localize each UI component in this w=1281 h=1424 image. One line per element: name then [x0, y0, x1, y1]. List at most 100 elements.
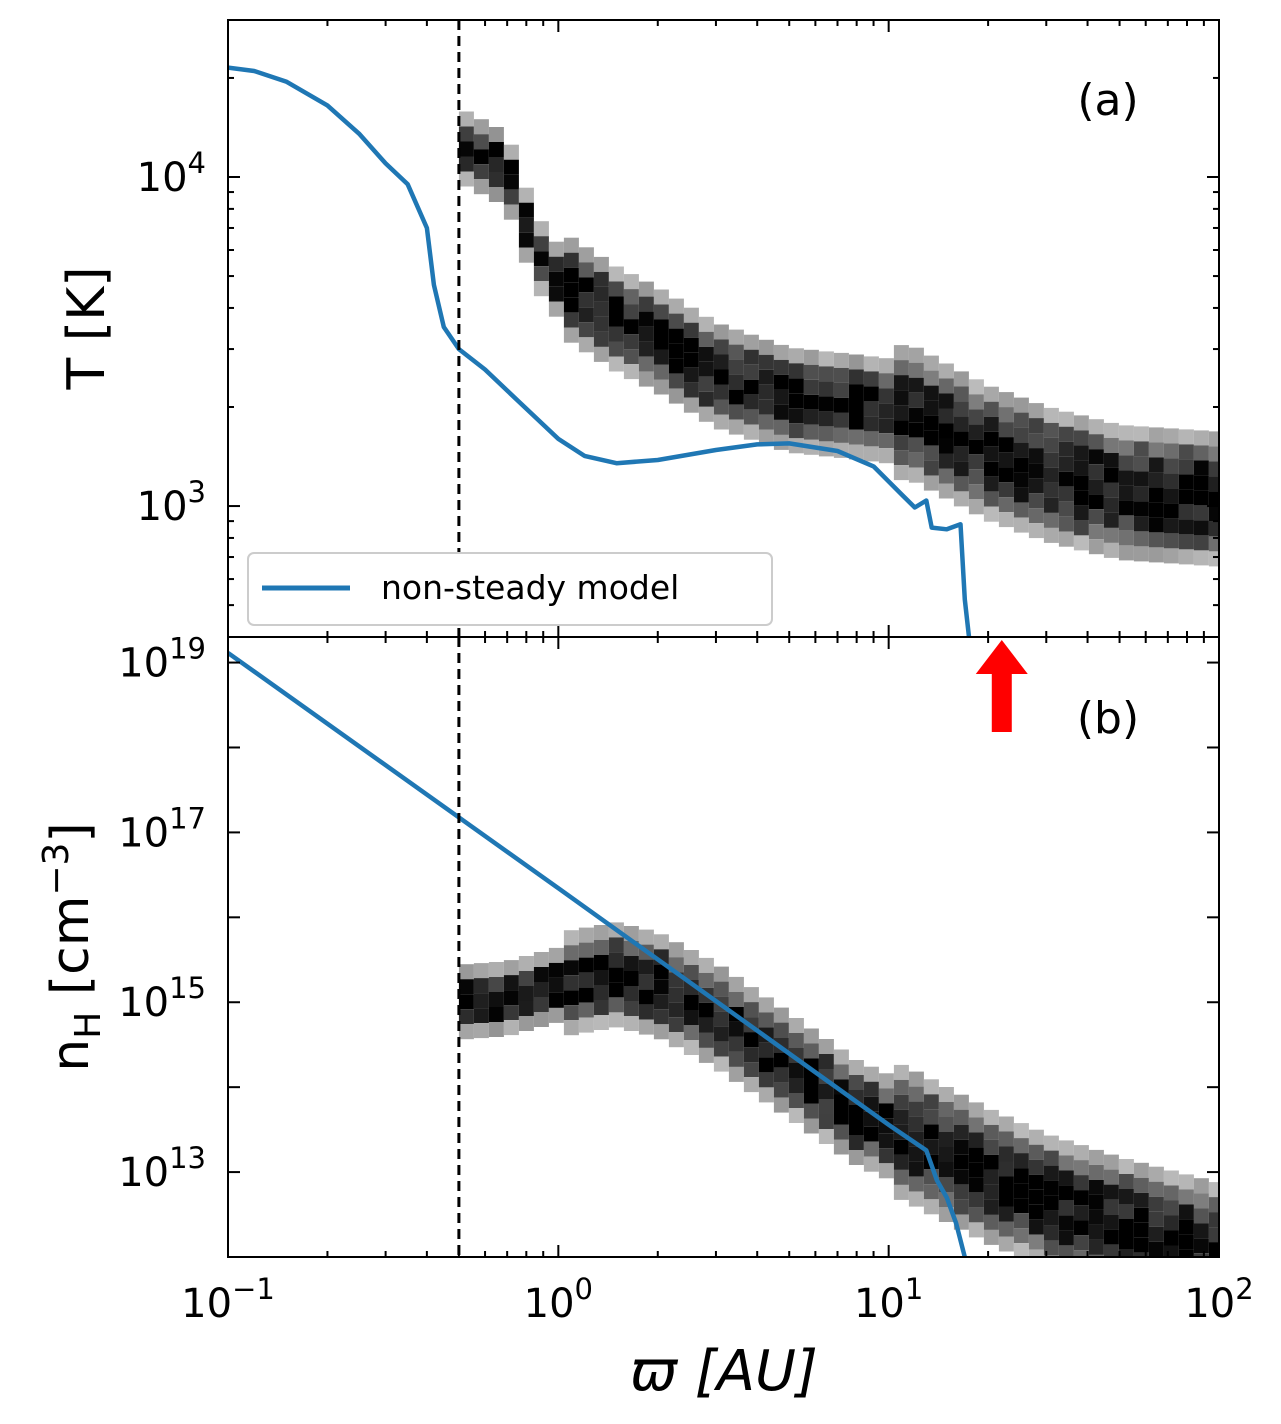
heatmap-cell: [1133, 456, 1149, 472]
heatmap-cell: [1163, 518, 1179, 534]
heatmap-cell: [1148, 1256, 1164, 1257]
heatmap-cell: [998, 467, 1014, 483]
heatmap-cell: [548, 992, 564, 1008]
panel-a-label: (a): [1077, 75, 1138, 126]
heatmap-cell: [1013, 1123, 1029, 1139]
heatmap-cell: [818, 1129, 834, 1144]
x-tick-base: 10: [181, 1281, 232, 1327]
heatmap-cell: [908, 1101, 924, 1117]
heatmap-cell: [1028, 1129, 1044, 1145]
heatmap-cell: [818, 411, 834, 427]
heatmap-cell: [1058, 516, 1074, 532]
heatmap-cell: [758, 1087, 774, 1103]
heatmap-cell: [1193, 1193, 1209, 1209]
heatmap-cell: [623, 986, 639, 1001]
heatmap-cell: [593, 301, 609, 317]
heatmap-cell: [1088, 434, 1104, 450]
heatmap-cell: [953, 431, 969, 447]
heatmap-cell: [668, 358, 684, 374]
heatmap-cell: [1088, 1239, 1104, 1255]
heatmap-cell: [788, 1108, 804, 1123]
heatmap-cell: [653, 364, 669, 380]
heatmap-cell: [608, 937, 624, 953]
heatmap-cell: [1104, 1260, 1119, 1275]
heatmap-cell: [923, 445, 939, 461]
heatmap-cell: [1088, 1224, 1104, 1240]
heatmap-cell: [1164, 1291, 1179, 1306]
heatmap-cell: [893, 1184, 909, 1200]
heatmap-cell: [998, 497, 1014, 513]
heatmap-cell: [1028, 1189, 1044, 1205]
heatmap-cell: [878, 358, 894, 374]
heatmap-cell: [698, 957, 714, 973]
heatmap-cell: [458, 979, 474, 995]
heatmap-cell: [1013, 1198, 1029, 1214]
heatmap-cell: [548, 962, 564, 978]
heatmap-cell: [998, 1161, 1014, 1177]
heatmap-cell: [938, 1132, 954, 1147]
heatmap-cell: [1208, 431, 1219, 447]
heatmap-cell: [1043, 452, 1059, 468]
heatmap-cell: [1104, 1275, 1119, 1290]
heatmap-cell: [1193, 505, 1209, 521]
heatmap-cell: [1059, 1260, 1074, 1275]
heatmap-cell: [848, 1135, 864, 1150]
heatmap-cell: [1073, 460, 1089, 476]
heatmap-cell: [1013, 517, 1029, 533]
heatmap-cell: [938, 1117, 954, 1132]
heatmap-cell: [818, 381, 834, 397]
heatmap-cell: [518, 1001, 534, 1016]
heatmap-cell: [1133, 501, 1149, 517]
heatmap-cell: [1148, 532, 1164, 548]
heatmap-cell: [1208, 506, 1219, 522]
heatmap-cell: [953, 476, 969, 492]
heatmap-cell: [698, 316, 714, 332]
heatmap-cell: [1208, 461, 1219, 477]
heatmap-cell: [1028, 1204, 1044, 1220]
heatmap-cell: [563, 237, 579, 253]
heatmap-cell: [1074, 1265, 1089, 1280]
heatmap-cell: [1103, 1199, 1119, 1215]
heatmap-cell: [488, 977, 504, 992]
heatmap-cell: [593, 940, 609, 955]
heatmap-cell: [653, 349, 669, 365]
heatmap-cell: [1058, 471, 1074, 487]
heatmap-cell: [1148, 1241, 1164, 1257]
heatmap-cell: [848, 354, 864, 370]
heatmap-cell: [893, 1154, 909, 1170]
heatmap-cell: [983, 386, 999, 402]
heatmap-cell: [1028, 1234, 1044, 1250]
heatmap-cell: [983, 1154, 999, 1170]
heatmap-cell: [803, 1103, 819, 1119]
heatmap-cell: [1133, 486, 1149, 502]
heatmap-cell: [578, 322, 594, 338]
heatmap-cell: [668, 987, 684, 1003]
heatmap-cell: [863, 1081, 879, 1097]
heatmap-cell: [653, 289, 669, 305]
heatmap-cell: [518, 971, 534, 986]
heatmap-cell: [1058, 1140, 1074, 1156]
heatmap-cell: [1163, 443, 1179, 459]
heatmap-cell: [1118, 1204, 1134, 1219]
heatmap-cell: [1073, 1190, 1089, 1206]
panel-b-frame: [227, 636, 1220, 1258]
heatmap-cell: [1043, 1150, 1059, 1166]
heatmap-cell: [458, 1009, 474, 1025]
heatmap-cell: [503, 204, 519, 220]
x-tick-exponent: 2: [1235, 1272, 1253, 1306]
heatmap-cell: [563, 945, 579, 961]
heatmap-cell: [968, 1102, 984, 1118]
heatmap-cell: [1179, 1264, 1194, 1279]
heatmap-cell: [1028, 1249, 1044, 1257]
heatmap-cell: [788, 378, 804, 394]
y-tick-exponent: 17: [169, 801, 206, 835]
heatmap-cell: [668, 328, 684, 344]
heatmap-cell: [518, 1016, 534, 1031]
x-tick-exponent: 0: [575, 1272, 593, 1306]
heatmap-cell: [893, 345, 909, 361]
heatmap-cell: [908, 422, 924, 438]
heatmap-cell: [638, 356, 654, 372]
heatmap-cell: [623, 319, 639, 335]
heatmap-cell: [593, 346, 609, 362]
heatmap-cell: [1088, 494, 1104, 510]
